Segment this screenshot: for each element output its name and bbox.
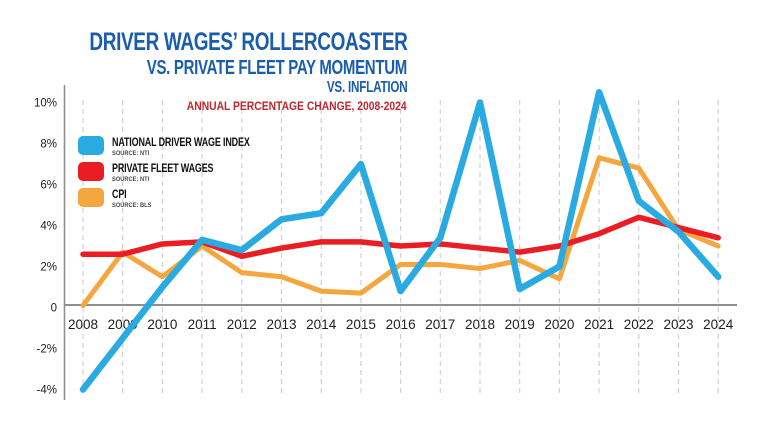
series-line-private-fleet-wages	[80, 214, 721, 259]
legend-source: SOURCE: BLS	[112, 202, 152, 209]
chart-tagline: ANNUAL PERCENTAGE CHANGE, 2008-2024	[0, 100, 407, 112]
x-tick-label: 2018	[465, 317, 495, 332]
legend: NATIONAL DRIVER WAGE INDEX SOURCE: NTI P…	[78, 136, 288, 214]
x-tick-label: 2022	[624, 317, 654, 332]
x-tick-label: 2019	[505, 317, 535, 332]
x-tick-label: 2013	[266, 317, 296, 332]
legend-label: NATIONAL DRIVER WAGE INDEX	[112, 137, 250, 149]
legend-item-driver-wage-index: NATIONAL DRIVER WAGE INDEX SOURCE: NTI	[78, 136, 288, 157]
chart-title: DRIVER WAGES’ ROLLERCOASTER	[0, 30, 407, 55]
private-fleet-wages-swatch	[78, 162, 104, 181]
title-block: DRIVER WAGES’ ROLLERCOASTER VS. PRIVATE …	[0, 30, 408, 113]
chart-title-text: DRIVER WAGES’ ROLLERCOASTER	[88, 28, 407, 56]
x-tick-label: 2015	[346, 317, 376, 332]
legend-item-cpi: CPI SOURCE: BLS	[78, 188, 288, 209]
y-tick-label: 10%	[34, 98, 57, 110]
y-tick-label: -4%	[37, 385, 57, 397]
legend-source: SOURCE: NTI	[112, 176, 150, 183]
chart-subtitle-1-text: VS. PRIVATE FLEET PAY MOMENTUM	[146, 57, 408, 79]
y-tick-label: -2%	[37, 344, 57, 356]
x-tick-label: 2024	[703, 317, 734, 332]
legend-label: PRIVATE FLEET WAGES	[112, 163, 214, 175]
legend-item-private-fleet-wages: PRIVATE FLEET WAGES SOURCE: NTI	[78, 162, 288, 183]
series-line-national-driver-wage-index	[79, 89, 722, 393]
chart-subtitle-2: VS. INFLATION	[0, 80, 407, 96]
cpi-swatch	[78, 188, 104, 207]
x-tick-label: 2014	[306, 317, 337, 332]
chart-subtitle-1: VS. PRIVATE FLEET PAY MOMENTUM	[0, 57, 408, 79]
chart-tagline-text: ANNUAL PERCENTAGE CHANGE, 2008-2024	[187, 99, 407, 113]
y-tick-label: 2%	[40, 262, 57, 274]
x-tick-label: 2016	[386, 317, 416, 332]
legend-label: CPI	[112, 189, 127, 201]
x-tick-label: 2020	[544, 317, 574, 332]
driver-wage-index-swatch	[78, 136, 104, 155]
y-tick-label: 8%	[40, 139, 57, 151]
x-tick-label: 2017	[425, 317, 455, 332]
y-tick-label: 0	[51, 303, 57, 315]
x-tick-label: 2008	[68, 317, 98, 332]
legend-source: SOURCE: NTI	[112, 150, 150, 157]
y-tick-label: 6%	[40, 180, 57, 192]
x-tick-label: 2012	[227, 317, 257, 332]
x-tick-label: 2010	[147, 317, 177, 332]
x-tick-label: 2021	[584, 317, 614, 332]
y-tick-label: 4%	[40, 221, 57, 233]
x-tick-label: 2011	[188, 317, 217, 332]
chart-subtitle-2-text: VS. INFLATION	[326, 79, 407, 96]
x-tick-label: 2023	[663, 317, 693, 332]
